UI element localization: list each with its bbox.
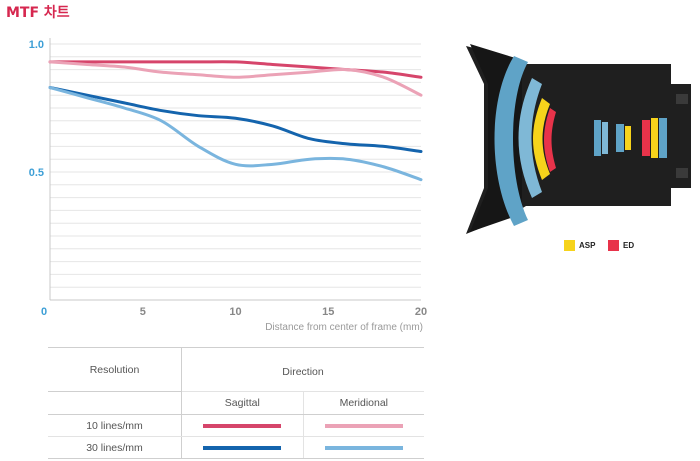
line-sample-30-meridional [324, 445, 403, 450]
lens-element-mid-3 [616, 124, 624, 152]
table-row: 30 lines/mm [48, 436, 424, 459]
legend-asp-label: ASP [579, 240, 596, 250]
mtf-chart: 0 5 10 15 20 1.0 0.5 Distance from center of f… [29, 38, 427, 333]
legend-ed-swatch [608, 239, 619, 251]
lens-element-mid-2 [602, 122, 608, 154]
legend-asp-swatch [564, 239, 575, 251]
series-line-s30 [48, 86, 423, 154]
x-tick-label: 0 [41, 306, 47, 318]
lens-element-rear [642, 120, 650, 156]
page-title: MTF 차트 [6, 5, 70, 21]
line-sample-10-sagittal [203, 423, 282, 428]
lens-element-front-2 [518, 78, 542, 198]
resolution-table: Resolution Direction Sagittal Meridional… [48, 347, 424, 459]
chart-lines [48, 60, 423, 182]
lens-barrel [466, 46, 691, 234]
lens-element-mid-4 [625, 126, 631, 150]
lens-element-mid [594, 120, 601, 156]
sagittal-header: Sagittal [181, 391, 304, 415]
lens-diagram [466, 44, 691, 234]
table-row: 10 lines/mm [48, 414, 424, 437]
x-tick-label: 15 [322, 306, 334, 318]
lens-mount [676, 94, 688, 104]
resolution-header: Resolution [48, 347, 182, 392]
y-tick-label: 1.0 [29, 39, 44, 51]
y-tick-label: 0.5 [29, 167, 44, 179]
meridional-header: Meridional [303, 391, 424, 415]
legend-ed: ED [608, 239, 634, 251]
legend-ed-label: ED [623, 240, 635, 250]
chart-ticks: 0 5 10 15 20 1.0 0.5 [29, 39, 427, 318]
lens-element-ed [544, 108, 556, 172]
chart-axes [49, 38, 421, 301]
lens-element-asp [533, 98, 550, 180]
series-line-m10 [48, 60, 423, 97]
direction-header: Direction [181, 347, 424, 392]
row-label-10: 10 lines/mm [48, 414, 182, 437]
x-axis-label: Distance from center of frame (mm) [265, 322, 423, 333]
line-sample-30-sagittal [203, 445, 282, 450]
line-sample-10-meridional [324, 423, 403, 428]
x-tick-label: 5 [140, 306, 146, 318]
chart-grid [50, 43, 421, 301]
lens-mount-2 [676, 168, 688, 178]
x-tick-label: 20 [415, 306, 427, 318]
lens-element-rear-2 [651, 118, 658, 158]
row-label-30: 30 lines/mm [48, 436, 182, 459]
lens-element-front [494, 56, 528, 226]
x-tick-label: 10 [229, 306, 241, 318]
series-line-m30 [48, 86, 423, 182]
legend-asp: ASP [564, 239, 595, 251]
lens-element-rear-3 [659, 118, 667, 158]
